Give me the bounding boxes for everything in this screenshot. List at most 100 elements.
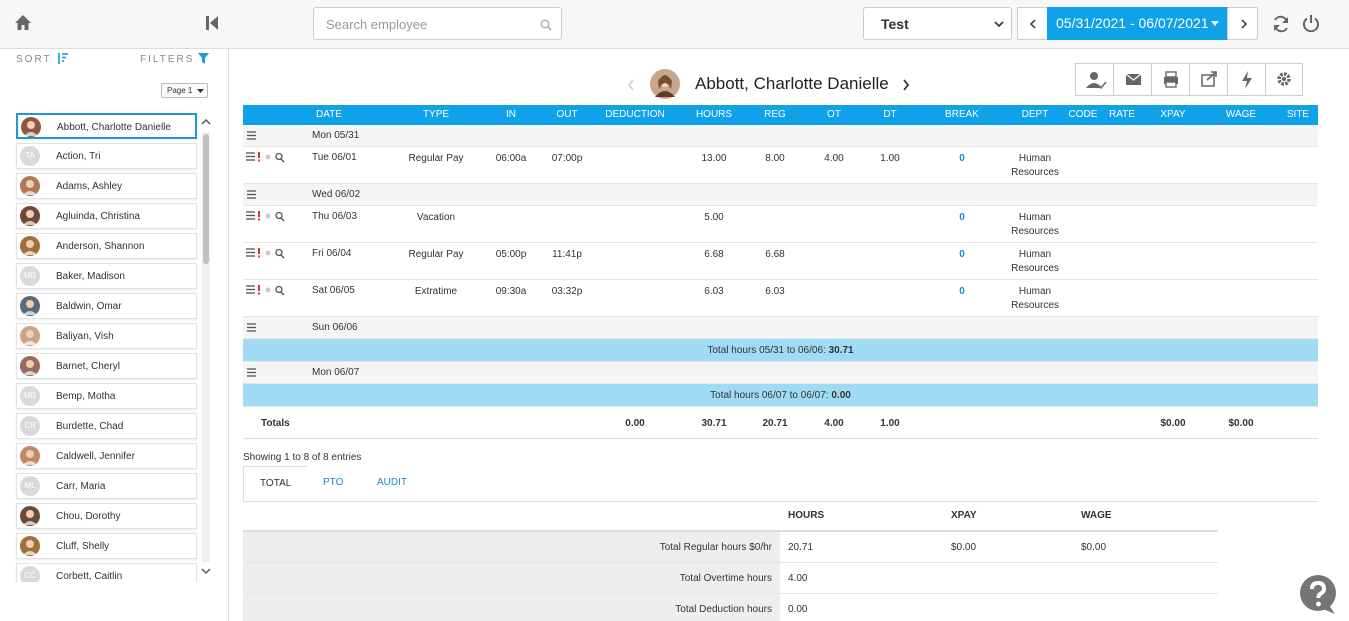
company-select[interactable]: Test (863, 7, 1012, 40)
next-employee[interactable] (902, 79, 910, 91)
employee-item[interactable]: Agluinda, Christina (16, 203, 197, 229)
sidebar-border (228, 49, 229, 621)
employee-name: Burdette, Chad (56, 421, 124, 432)
refresh-icon[interactable] (1272, 15, 1290, 33)
summary-label: Total Regular hours $0/hr (659, 542, 772, 553)
employee-name: Anderson, Shannon (56, 241, 145, 252)
filter-icon[interactable] (198, 53, 209, 64)
avatar-photo (21, 117, 41, 137)
entry-cell: 09:30a (495, 286, 527, 297)
entry-icons[interactable] (246, 248, 286, 259)
tab[interactable]: TOTAL (243, 466, 309, 501)
employee-item[interactable]: Adams, Ashley (16, 173, 197, 199)
avatar-initials: ML (20, 476, 40, 496)
employee-item[interactable]: Caldwell, Jennifer (16, 443, 197, 469)
print-button[interactable] (1152, 64, 1190, 95)
day-date: Mon 05/31 (312, 130, 360, 141)
export-button[interactable] (1190, 64, 1228, 95)
employee-item[interactable]: Barnet, Cheryl (16, 353, 197, 379)
subtotal-value: 30.71 (828, 345, 854, 356)
subtotal-label: Total hours 05/31 to 06/06: (707, 345, 826, 356)
employee-item[interactable]: Chou, Dorothy (16, 503, 197, 529)
filters-label[interactable]: FILTERS (140, 54, 195, 65)
summary-cell: 20.71 (788, 542, 814, 553)
tab-bar: TOTAL PTO AUDIT (243, 465, 1318, 502)
logout-icon[interactable] (1302, 14, 1320, 32)
entry-cell: Regular Pay (408, 249, 464, 260)
page-label: Page 1 (167, 86, 193, 95)
employee-item[interactable]: CB Burdette, Chad (16, 413, 197, 439)
employee-item[interactable]: MB Bemp, Motha (16, 383, 197, 409)
employee-item[interactable]: CC Corbett, Caitlin (16, 563, 197, 582)
column-header: WAGE (1225, 109, 1257, 120)
column-header: OT (827, 109, 841, 120)
search-placeholder: Search employee (326, 17, 428, 32)
scroll-up[interactable] (201, 118, 211, 125)
row-menu-icon[interactable] (247, 323, 257, 333)
date-range-button[interactable]: 05/31/2021 - 06/07/2021 (1047, 7, 1228, 40)
avatar-initials: MB (20, 266, 40, 286)
entry-cell: 8.00 (765, 153, 785, 164)
row-menu-icon[interactable] (247, 190, 257, 200)
sort-icon[interactable] (57, 52, 69, 65)
totals-cell: 0.00 (625, 418, 645, 429)
settings-button[interactable] (1266, 64, 1302, 95)
entry-icons[interactable] (246, 211, 286, 222)
employee-item[interactable]: TA Action, Tri (16, 143, 197, 169)
quick-action-button[interactable] (1228, 64, 1266, 95)
tab[interactable]: AUDIT (361, 466, 423, 501)
summary-label-cell (243, 563, 780, 593)
entry-date: Fri 06/04 (312, 248, 352, 259)
page-select[interactable]: Page 1 (161, 83, 208, 98)
sort-label[interactable]: SORT (16, 54, 52, 65)
prev-employee[interactable] (627, 79, 635, 91)
next-period-button[interactable] (1227, 7, 1258, 40)
avatar-photo (20, 356, 40, 376)
summary-label: Total Overtime hours (679, 573, 772, 584)
totals-row: Totals 0.00 30.71 20.71 4.00 1.00 $0.00 $0.00 (243, 407, 1318, 439)
summary-cell: 4.00 (788, 573, 808, 584)
employee-item[interactable]: MB Baker, Madison (16, 263, 197, 289)
avatar-initials: CB (20, 416, 40, 436)
entry-cell: 05:00p (495, 249, 527, 260)
entry-cell: Human Resources (1011, 249, 1059, 274)
scrollbar-thumb[interactable] (203, 134, 209, 264)
email-button[interactable] (1114, 64, 1152, 95)
search-box[interactable]: Search employee (313, 7, 562, 40)
home-icon[interactable] (14, 14, 32, 31)
avatar-photo (20, 176, 40, 196)
scroll-down[interactable] (201, 568, 211, 575)
summary-column: WAGE (1081, 510, 1112, 521)
help-button[interactable] (1299, 575, 1337, 615)
column-header: CODE (1068, 109, 1098, 120)
entry-date: Thu 06/03 (312, 211, 358, 222)
action-toolbar (1075, 63, 1303, 96)
prev-period-button[interactable] (1017, 7, 1048, 40)
summary-cell: $0.00 (951, 542, 977, 553)
entry-cell: 6.03 (704, 286, 724, 297)
entry-row: Sat 06/05 Extratime 09:30a 03:32p 6.03 6.03 0 H… (243, 280, 1318, 317)
employee-name: Barnet, Cheryl (56, 361, 120, 372)
column-header: DEDUCTION (605, 109, 665, 120)
row-menu-icon[interactable] (247, 368, 257, 378)
entry-cell: 06:00a (495, 153, 527, 164)
employee-item[interactable]: Cluff, Shelly (16, 533, 197, 559)
entry-cell: 0 (959, 249, 965, 260)
tab[interactable]: PTO (307, 466, 360, 501)
employee-item[interactable]: Baliyan, Vish (16, 323, 197, 349)
employee-name: Baliyan, Vish (56, 331, 114, 342)
entry-icons[interactable] (246, 152, 286, 163)
employee-item[interactable]: ML Carr, Maria (16, 473, 197, 499)
row-menu-icon[interactable] (247, 131, 257, 141)
employee-item[interactable]: Abbott, Charlotte Danielle (16, 113, 197, 139)
approve-button[interactable] (1076, 64, 1114, 95)
employee-item[interactable]: Baldwin, Omar (16, 293, 197, 319)
employee-name: Bemp, Motha (56, 391, 116, 402)
entry-cell: 1.00 (880, 153, 900, 164)
totals-cell: 4.00 (824, 418, 844, 429)
collapse-icon[interactable] (205, 15, 219, 31)
employee-item[interactable]: Anderson, Shannon (16, 233, 197, 259)
column-header: TYPE (422, 109, 450, 120)
entry-icons[interactable] (246, 285, 286, 296)
